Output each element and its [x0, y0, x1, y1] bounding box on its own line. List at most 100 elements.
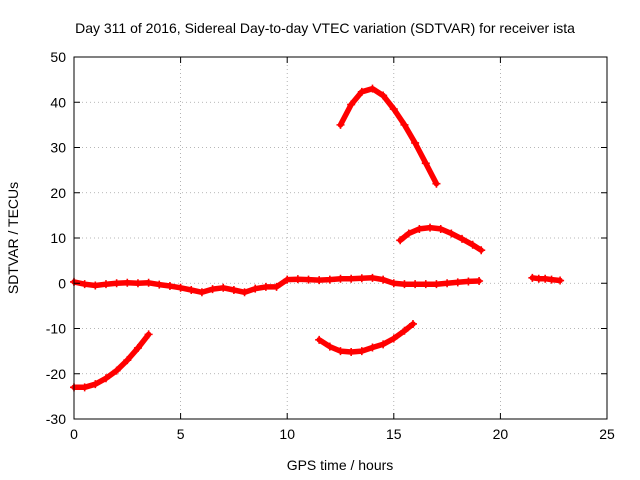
- data-point: [426, 223, 435, 232]
- data-point: [357, 274, 366, 283]
- data-point: [91, 380, 100, 389]
- data-point: [411, 138, 420, 147]
- data-point: [396, 236, 405, 245]
- data-point: [541, 274, 550, 283]
- series-trace-near-zero: [70, 273, 484, 297]
- data-point: [240, 288, 249, 297]
- data-point: [144, 278, 153, 287]
- data-point: [408, 319, 417, 328]
- data-point: [447, 229, 456, 238]
- series-trace-afternoon-hump: [396, 223, 486, 255]
- axis-ticks: [73, 56, 608, 420]
- data-point: [404, 229, 413, 238]
- data-point: [547, 275, 556, 284]
- x-tick-label: 20: [493, 426, 509, 442]
- data-point: [357, 347, 366, 356]
- y-tick-label: 40: [50, 94, 66, 110]
- series-line: [337, 85, 440, 187]
- data-point: [389, 105, 398, 114]
- x-tick-label: 25: [599, 426, 615, 442]
- data-point: [229, 286, 238, 295]
- data-point: [379, 91, 388, 100]
- series-trace-late-segment: [528, 273, 565, 285]
- data-point: [80, 280, 89, 289]
- data-point: [101, 280, 110, 289]
- x-tick-label: 15: [386, 426, 402, 442]
- data-point: [421, 280, 430, 289]
- data-point: [336, 120, 345, 129]
- y-tick-label: -20: [46, 366, 66, 382]
- y-tick-label: 50: [50, 49, 66, 65]
- data-point: [208, 285, 217, 294]
- data-point: [112, 279, 121, 288]
- y-tick-label: 20: [50, 185, 66, 201]
- data-point: [123, 278, 132, 287]
- x-tick-label: 0: [70, 426, 78, 442]
- data-point: [133, 279, 142, 288]
- data-point: [432, 280, 441, 289]
- data-point: [368, 273, 377, 282]
- data-point: [123, 356, 132, 365]
- data-point: [477, 246, 486, 255]
- y-tick-label: 10: [50, 230, 66, 246]
- data-point: [155, 280, 164, 289]
- x-axis-label: GPS time / hours: [287, 457, 394, 473]
- data-point: [368, 84, 377, 93]
- series-trace-negative-start: [70, 330, 153, 392]
- data-point: [389, 334, 398, 343]
- data-point: [165, 281, 174, 290]
- chart-title: Day 311 of 2016, Sidereal Day-to-day VTE…: [75, 20, 575, 36]
- y-tick-labels: -30 -20 -10 0 10 20 30 40 50: [46, 49, 66, 427]
- data-point: [347, 274, 356, 283]
- data-point: [144, 330, 153, 339]
- data-point: [411, 280, 420, 289]
- data-point: [304, 275, 313, 284]
- data-point: [458, 234, 467, 243]
- x-tick-labels: 0 5 10 15 20 25: [70, 426, 615, 442]
- data-point: [379, 340, 388, 349]
- data-point: [347, 348, 356, 357]
- data-point: [468, 240, 477, 249]
- data-point: [197, 288, 206, 297]
- data-point: [325, 342, 334, 351]
- data-point: [101, 374, 110, 383]
- data-point: [91, 281, 100, 290]
- y-tick-label: -10: [46, 321, 66, 337]
- data-point: [176, 283, 185, 292]
- data-point: [368, 343, 377, 352]
- data-point: [357, 87, 366, 96]
- y-tick-label: 30: [50, 140, 66, 156]
- data-point: [336, 347, 345, 356]
- data-point: [347, 100, 356, 109]
- data-point: [133, 343, 142, 352]
- data-point: [400, 280, 409, 289]
- data-point: [315, 335, 324, 344]
- data-point: [436, 224, 445, 233]
- data-point: [464, 277, 473, 286]
- data-point: [432, 179, 441, 188]
- y-tick-label: -30: [46, 411, 66, 427]
- data-point: [400, 326, 409, 335]
- y-axis-label: SDTVAR / TECUs: [5, 182, 21, 294]
- data-point: [389, 279, 398, 288]
- data-point: [400, 120, 409, 129]
- data-point: [379, 275, 388, 284]
- data-point: [272, 282, 281, 291]
- series-trace-high-peak: [336, 84, 441, 188]
- series-line: [316, 321, 416, 355]
- data-point: [283, 275, 292, 284]
- data-point: [415, 224, 424, 233]
- series-trace-midday-negative: [315, 319, 417, 357]
- data-point: [251, 284, 260, 293]
- data-point: [475, 276, 484, 285]
- data-point: [293, 275, 302, 284]
- data-point: [453, 278, 462, 287]
- data-point: [80, 383, 89, 392]
- data-point: [421, 159, 430, 168]
- y-tick-label: 0: [58, 275, 66, 291]
- data-point: [325, 275, 334, 284]
- x-tick-label: 10: [279, 426, 295, 442]
- data-point: [187, 286, 196, 295]
